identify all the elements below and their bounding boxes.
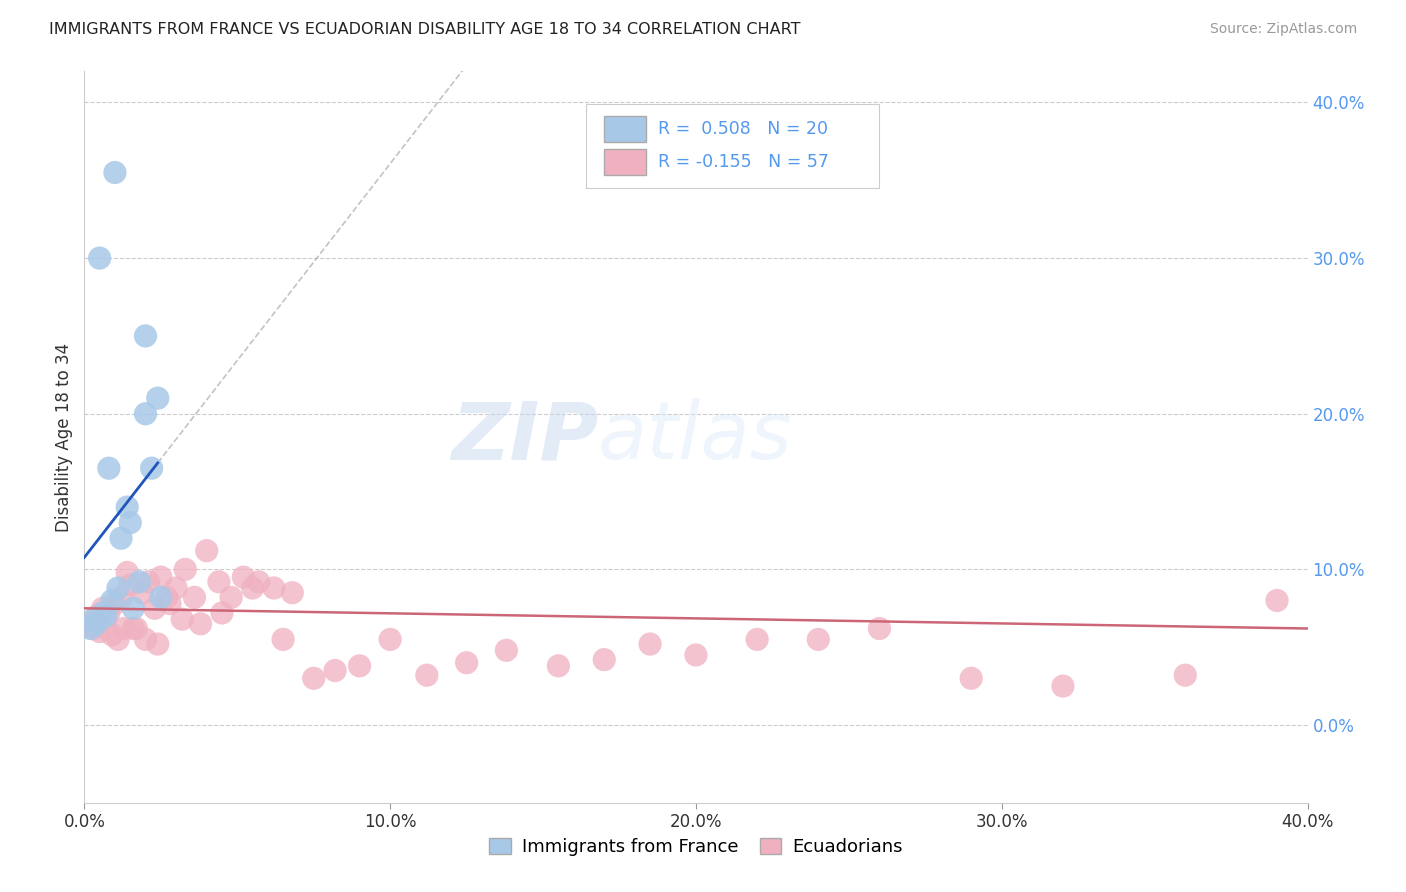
FancyBboxPatch shape (605, 149, 645, 175)
Point (115, 566, 138, 580)
Point (97, 606, 120, 620)
Point (86, 616, 108, 631)
Point (149, 591, 172, 605)
Point (242, 581, 264, 595)
Y-axis label: Disability Age 18 to 34: Disability Age 18 to 34 (55, 343, 73, 532)
Point (138, 574, 160, 589)
Point (86, 609, 108, 624)
Point (91, 601, 114, 615)
Text: R =  0.508   N = 20: R = 0.508 N = 20 (658, 120, 828, 138)
Point (380, 632, 402, 647)
Text: Source: ZipAtlas.com: Source: ZipAtlas.com (1209, 22, 1357, 37)
Point (263, 581, 285, 595)
Point (94, 609, 117, 624)
Text: R = -0.155   N = 57: R = -0.155 N = 57 (658, 153, 830, 171)
Point (1052, 679, 1074, 693)
Point (547, 658, 569, 673)
Point (183, 591, 205, 605)
Point (685, 648, 707, 662)
Point (135, 329, 157, 343)
Point (271, 632, 294, 647)
Legend: Immigrants from France, Ecuadorians: Immigrants from France, Ecuadorians (482, 830, 910, 863)
Point (135, 407, 157, 421)
Point (174, 562, 197, 576)
Point (232, 570, 254, 584)
Point (172, 612, 194, 626)
Point (89, 251, 111, 265)
Point (141, 461, 163, 475)
Point (128, 574, 150, 589)
Point (146, 637, 169, 651)
Point (349, 658, 371, 673)
Point (869, 622, 891, 636)
Point (807, 632, 830, 647)
Point (101, 593, 124, 607)
Point (195, 543, 218, 558)
Point (149, 570, 172, 584)
Point (323, 664, 346, 678)
Point (747, 632, 769, 647)
Point (120, 578, 142, 592)
Point (638, 637, 661, 651)
Point (281, 585, 304, 599)
Point (165, 581, 187, 595)
Point (94, 612, 117, 626)
Point (107, 632, 129, 647)
Point (110, 591, 132, 605)
Text: ZIP: ZIP (451, 398, 598, 476)
FancyBboxPatch shape (586, 104, 880, 188)
Text: atlas: atlas (598, 398, 793, 476)
Point (960, 671, 983, 685)
Point (83, 622, 105, 636)
Point (131, 585, 153, 599)
Point (112, 622, 135, 636)
Point (79, 616, 101, 631)
FancyBboxPatch shape (605, 116, 645, 143)
Point (156, 591, 179, 605)
Point (146, 391, 169, 405)
Point (495, 643, 517, 657)
Point (219, 591, 242, 605)
Point (208, 574, 231, 589)
Point (143, 601, 166, 615)
Point (104, 597, 127, 611)
Point (122, 601, 145, 615)
Point (247, 574, 270, 589)
Point (456, 656, 478, 670)
Text: IMMIGRANTS FROM FRANCE VS ECUADORIAN DISABILITY AGE 18 TO 34 CORRELATION CHART: IMMIGRANTS FROM FRANCE VS ECUADORIAN DIS… (49, 22, 800, 37)
Point (593, 652, 616, 666)
Point (97, 461, 120, 475)
Point (190, 616, 212, 631)
Point (83, 612, 105, 626)
Point (79, 622, 101, 636)
Point (211, 606, 233, 620)
Point (1174, 668, 1197, 682)
Point (416, 668, 439, 682)
Point (115, 500, 138, 515)
Point (1265, 593, 1288, 607)
Point (159, 597, 181, 611)
Point (101, 628, 124, 642)
Point (110, 531, 132, 545)
Point (120, 516, 142, 530)
Point (135, 632, 157, 647)
Point (302, 671, 325, 685)
Point (107, 581, 129, 595)
Point (104, 165, 127, 179)
Point (91, 606, 114, 620)
Point (89, 624, 111, 639)
Point (122, 622, 145, 636)
Point (125, 622, 148, 636)
